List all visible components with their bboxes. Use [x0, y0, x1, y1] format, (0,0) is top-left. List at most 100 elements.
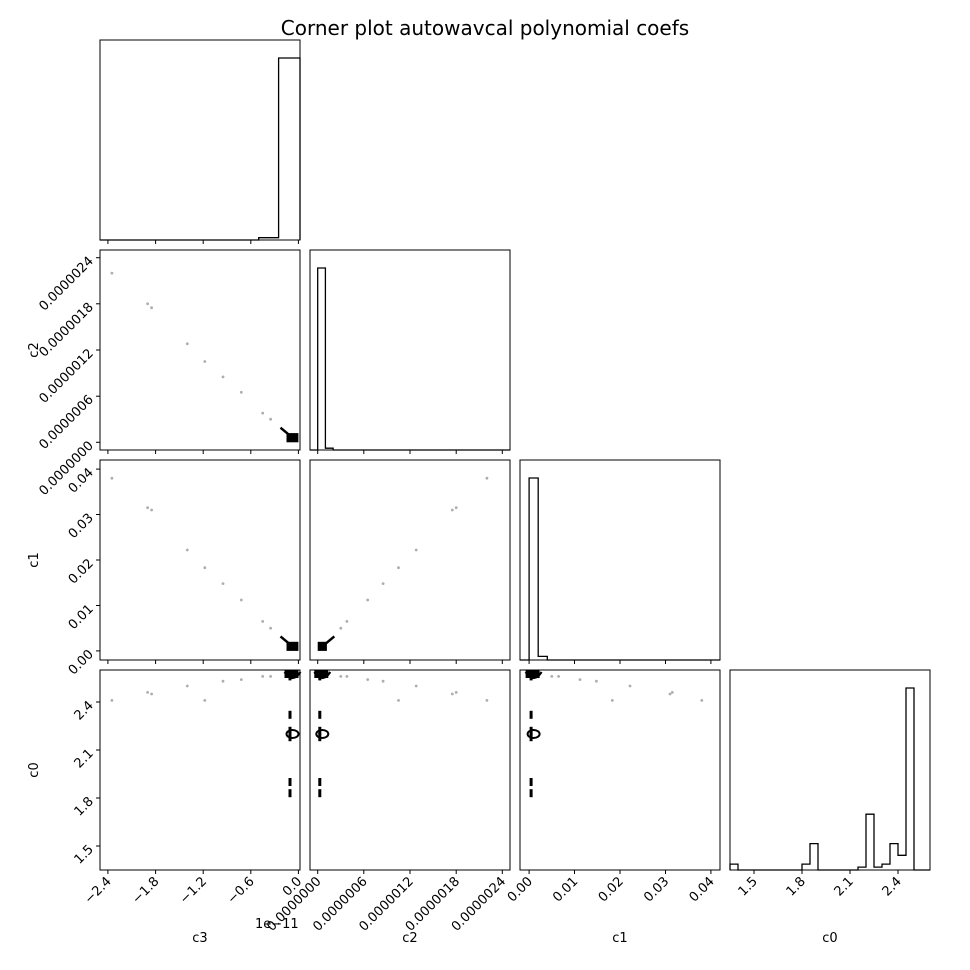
x-tick-label: −1.8	[129, 874, 162, 907]
scatter-point	[150, 306, 154, 310]
scatter-point	[339, 675, 343, 678]
panel-c1-c0: 0.00 0.01 0.02 0.03 0.04	[505, 669, 721, 905]
density-contour	[321, 635, 336, 648]
density-mark	[318, 778, 322, 786]
density-mark	[288, 778, 292, 786]
density-contour	[279, 635, 294, 648]
scatter-point	[221, 375, 225, 379]
y-axis-label-c1: c1	[27, 552, 42, 567]
offset-text-c3: 1e−11	[255, 917, 299, 932]
scatter-point	[221, 582, 225, 585]
y-tick-label: 2.4	[72, 698, 97, 723]
scatter-point	[595, 679, 598, 683]
x-tick-label: −1.2	[177, 874, 210, 907]
scatter-point	[454, 506, 458, 510]
scatter-point	[150, 692, 154, 696]
scatter-point	[414, 684, 418, 688]
scatter-point	[269, 417, 272, 421]
x-axis-label-c2: c2	[402, 931, 417, 946]
panel-frame	[309, 249, 511, 451]
panel-c1-c1	[519, 459, 721, 664]
x-tick-label: −0.6	[225, 874, 258, 907]
scatter-point	[146, 506, 150, 510]
scatter-point	[269, 626, 272, 630]
x-tick-label: −2.4	[82, 874, 115, 907]
panel-frame	[519, 459, 721, 661]
scatter-point	[485, 476, 489, 480]
scatter-point	[345, 675, 349, 678]
x-axis-label-c1: c1	[612, 931, 627, 946]
y-tick-label: 2.1	[72, 746, 97, 771]
scatter-point	[414, 548, 418, 552]
x-axis-label-c3: c3	[192, 931, 207, 946]
scatter-point	[450, 692, 454, 696]
scatter-point	[397, 566, 400, 570]
density-contour	[526, 729, 541, 739]
scatter-point	[146, 302, 150, 306]
scatter-point	[261, 620, 265, 623]
scatter-point	[397, 699, 400, 702]
scatter-point	[366, 598, 370, 602]
panel-frame	[99, 669, 301, 871]
scatter-point	[578, 678, 582, 681]
density-mark	[529, 778, 533, 786]
scatter-point	[110, 271, 114, 275]
scatter-point	[261, 675, 265, 678]
x-tick-label: 0.01	[550, 874, 581, 905]
plot-layer: 0.00000000.00000060.00000120.00000180.00…	[27, 39, 931, 946]
y-tick-label: 0.00	[66, 647, 97, 678]
scatter-point	[550, 675, 554, 678]
density-contour	[285, 729, 300, 739]
scatter-point	[381, 582, 385, 585]
chart-title: Corner plot autowavcal polynomial coefs	[281, 16, 689, 40]
scatter-point	[269, 675, 272, 678]
panel-frame	[309, 459, 511, 661]
panel-c3-c2: 0.00000000.00000060.00000120.00000180.00…	[37, 249, 301, 499]
panel-c2-c1	[309, 459, 511, 664]
panel-c0-c0: 1.5 1.8 2.1 2.4	[729, 669, 931, 899]
x-axis-label-c0: c0	[822, 931, 837, 946]
density-mark	[529, 789, 533, 798]
density-core	[525, 670, 540, 678]
scatter-point	[381, 679, 385, 683]
x-tick-label: 2.4	[880, 874, 905, 899]
scatter-point	[110, 476, 114, 480]
x-tick-label: 2.1	[832, 874, 857, 899]
y-tick-label: 0.03	[66, 511, 97, 542]
scatter-point	[185, 548, 189, 552]
scatter-point	[150, 508, 154, 512]
x-tick-label: 0.02	[596, 874, 627, 905]
panel-c3-c0: −2.4 −1.8 −1.2 −0.6 0.01.51.82.12.4	[72, 669, 305, 907]
x-tick-label: 1.8	[784, 874, 809, 899]
scatter-point	[485, 699, 489, 702]
histogram-c0	[729, 687, 930, 871]
scatter-point	[203, 360, 207, 363]
y-tick-label: 0.02	[66, 556, 97, 587]
scatter-point	[239, 390, 243, 394]
panel-frame	[309, 669, 511, 871]
scatter-point	[670, 691, 674, 694]
density-mark	[288, 789, 292, 798]
scatter-point	[110, 699, 114, 702]
density-core	[314, 670, 329, 678]
scatter-point	[557, 675, 560, 678]
scatter-point	[239, 678, 243, 681]
scatter-point	[239, 598, 243, 602]
scatter-point	[610, 699, 614, 702]
scatter-point	[261, 411, 265, 415]
scatter-point	[203, 566, 207, 570]
panel-frame	[729, 669, 931, 871]
scatter-point	[345, 620, 349, 623]
panel-frame	[99, 459, 301, 661]
scatter-point	[339, 626, 343, 630]
panel-c2-c2	[309, 249, 511, 454]
panel-c3-c3	[99, 39, 301, 244]
density-contour	[279, 426, 294, 439]
scatter-point	[221, 679, 225, 683]
density-mark	[529, 710, 533, 719]
density-mark	[318, 789, 322, 798]
x-tick-label: 0.04	[687, 874, 718, 905]
scatter-point	[454, 691, 458, 694]
scatter-point	[668, 692, 672, 696]
y-axis-label-c2: c2	[27, 342, 42, 357]
